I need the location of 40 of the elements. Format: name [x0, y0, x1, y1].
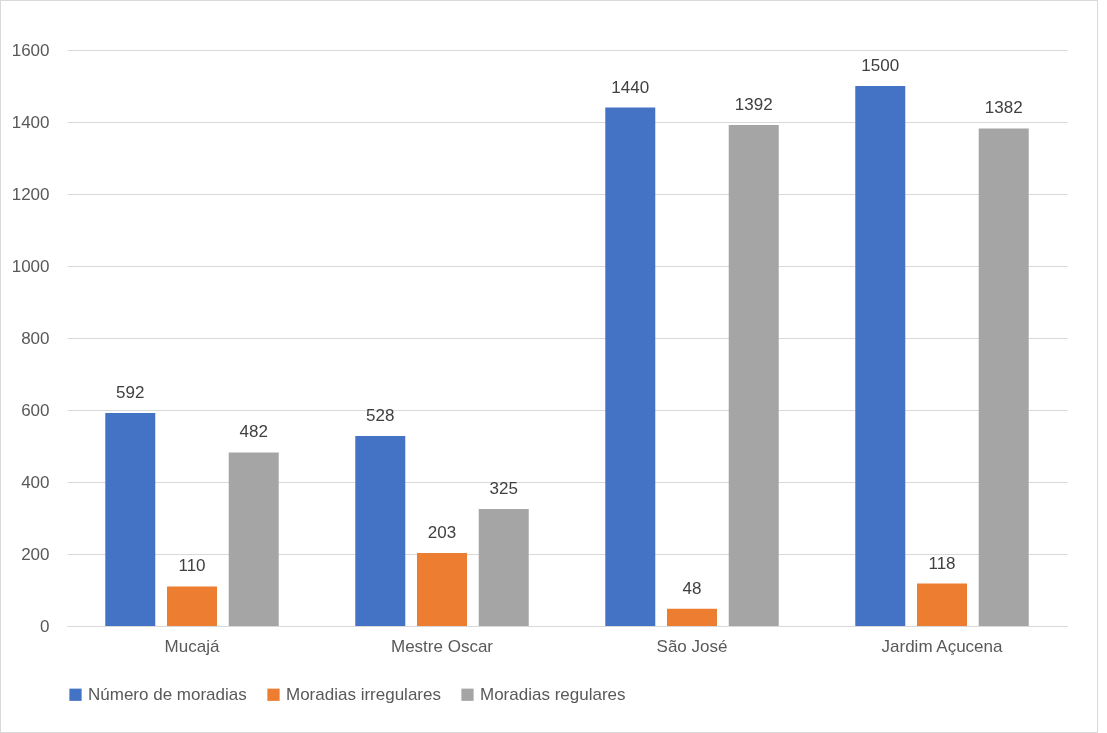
legend-label: Moradias irregulares	[286, 684, 441, 704]
y-tick-label: 800	[21, 328, 50, 348]
data-label: 482	[239, 422, 268, 442]
bar	[478, 509, 529, 626]
y-tick-label: 400	[21, 472, 50, 492]
data-label: 48	[682, 578, 702, 598]
y-tick-label: 0	[40, 616, 50, 636]
bar	[728, 124, 779, 626]
bar	[855, 86, 906, 626]
y-tick-label: 1000	[11, 256, 50, 276]
bar	[105, 412, 156, 626]
bar	[605, 107, 656, 626]
bar	[355, 435, 406, 626]
data-label: 1392	[734, 94, 773, 114]
data-label: 325	[489, 479, 518, 498]
x-tick-label: Mestre Oscar	[390, 636, 494, 656]
data-label: 528	[366, 405, 395, 425]
x-tick-label: Mucajá	[164, 636, 220, 656]
data-label: 118	[928, 553, 956, 573]
y-tick-label: 1600	[11, 40, 50, 60]
y-tick-label: 200	[21, 544, 50, 564]
y-tick-label: 600	[21, 400, 50, 420]
x-tick-label: São José	[656, 636, 728, 656]
data-label: 1382	[984, 98, 1023, 118]
data-label: 110	[178, 556, 206, 576]
bar	[917, 583, 967, 626]
bar	[978, 128, 1029, 626]
data-label: 592	[116, 382, 145, 402]
bar	[417, 552, 467, 626]
bar	[228, 452, 279, 626]
y-tick-label: 1400	[11, 112, 50, 132]
legend-label: Moradias regulares	[480, 684, 626, 704]
legend-label: Número de moradias	[88, 684, 247, 704]
bar	[167, 586, 217, 626]
bar	[667, 608, 717, 626]
y-tick-label: 1200	[11, 184, 50, 204]
data-label: 203	[427, 522, 457, 542]
x-tick-label: Jardim Açucena	[881, 636, 1004, 656]
data-label: 1500	[861, 56, 900, 75]
data-label: 1440	[611, 77, 650, 97]
